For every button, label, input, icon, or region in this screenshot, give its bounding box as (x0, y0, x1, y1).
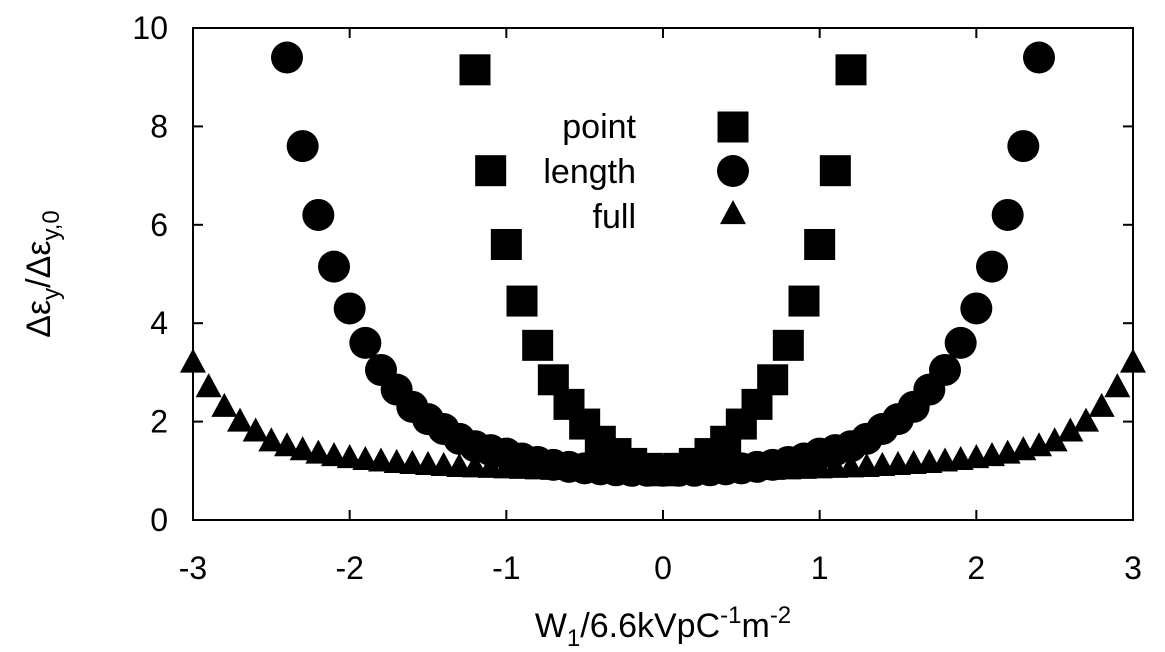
full-marker (1041, 427, 1068, 452)
legend-marker-length (717, 155, 749, 187)
full-marker (1073, 407, 1099, 432)
length-marker (976, 250, 1008, 283)
x-tick-label: 1 (811, 550, 829, 586)
length-marker (1007, 130, 1040, 163)
point-marker (804, 228, 836, 260)
length-marker (960, 292, 993, 325)
full-marker (227, 407, 253, 432)
length-marker (349, 326, 382, 359)
legend: point length full (543, 108, 749, 236)
length-marker (944, 326, 977, 359)
full-marker (1088, 392, 1115, 417)
length-marker (929, 353, 961, 386)
x-tick-label: 2 (967, 550, 985, 586)
y-tick-label: 2 (150, 404, 168, 440)
full-marker (289, 436, 316, 461)
x-axis-title: W1/6.6kVpC-1m-2 (535, 602, 791, 652)
point-marker (506, 285, 538, 317)
full-marker (336, 444, 363, 469)
legend-marker-full (720, 200, 746, 225)
legend-label-point: point (562, 108, 636, 146)
full-marker (242, 417, 269, 442)
full-marker (258, 427, 285, 452)
point-marker (490, 228, 522, 260)
full-marker (305, 439, 332, 464)
y-tick-label: 6 (150, 207, 168, 243)
full-marker (321, 442, 347, 467)
legend-markers (717, 111, 749, 225)
series-point (459, 54, 867, 487)
full-marker (1057, 417, 1084, 442)
legend-label-length: length (543, 153, 636, 191)
full-marker (180, 348, 206, 373)
point-marker (757, 364, 789, 396)
point-marker (819, 155, 851, 187)
full-marker (1120, 348, 1146, 373)
x-tick-label: 3 (1124, 550, 1142, 586)
full-marker (211, 392, 238, 417)
point-marker (835, 54, 867, 86)
x-tick-label: -2 (335, 550, 363, 586)
length-marker (302, 198, 335, 231)
full-marker (274, 432, 300, 457)
y-tick-label: 0 (150, 502, 168, 538)
length-marker (333, 292, 366, 325)
y-tick-label: 8 (150, 108, 168, 144)
point-marker (475, 155, 507, 187)
length-marker (318, 250, 350, 283)
length-marker (286, 130, 319, 163)
length-marker (271, 41, 303, 74)
tick-labels: -3 -2 -1 0 1 2 3 0 2 4 6 8 10 (132, 10, 1141, 586)
tick-marks (192, 27, 1134, 521)
length-marker (991, 198, 1024, 231)
full-marker (352, 445, 379, 471)
point-marker (772, 329, 804, 361)
length-marker (1023, 41, 1055, 74)
x-tick-label: 0 (654, 550, 672, 586)
y-tick-label: 4 (150, 305, 168, 341)
point-marker (459, 54, 491, 86)
legend-label-full: full (593, 198, 636, 236)
full-marker (195, 373, 222, 398)
data-points (180, 41, 1146, 487)
full-marker (368, 447, 394, 472)
series-length (271, 41, 1055, 487)
y-tick-label: 10 (132, 10, 168, 46)
legend-marker-point (717, 111, 749, 143)
full-marker (1104, 373, 1131, 398)
x-tick-label: -3 (179, 550, 207, 586)
point-marker (522, 329, 554, 361)
point-marker (788, 285, 820, 317)
y-axis-title: Δεy/Δεy,0 (20, 210, 65, 337)
x-tick-label: -1 (492, 550, 520, 586)
